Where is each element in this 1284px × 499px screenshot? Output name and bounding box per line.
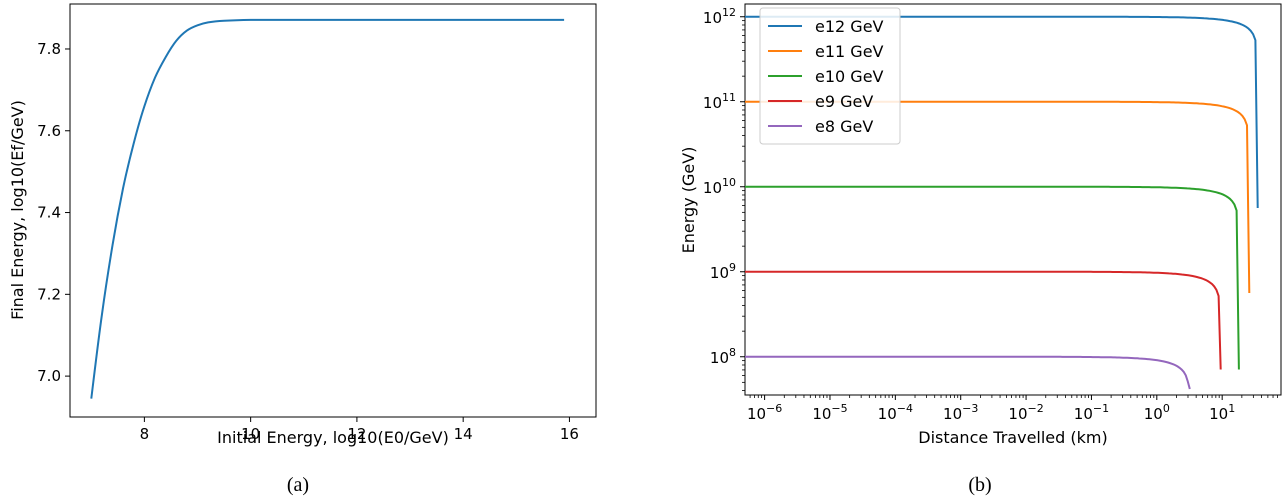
y-tick-label-a: 7.0 bbox=[37, 367, 61, 385]
x-tick-label-b: 10−5 bbox=[812, 402, 847, 423]
x-tick-label-a: 10 bbox=[241, 425, 260, 443]
x-tick-label-b: 10−3 bbox=[943, 402, 978, 423]
legend-label: e10 GeV bbox=[815, 67, 884, 86]
x-tick-label-a: 14 bbox=[454, 425, 473, 443]
x-tick-label-b: 10−2 bbox=[1008, 402, 1043, 423]
y-tick-label-a: 7.6 bbox=[37, 122, 61, 140]
x-tick-label-a: 12 bbox=[347, 425, 366, 443]
x-tick-label-b: 10−6 bbox=[747, 402, 782, 423]
x-tick-label-a: 16 bbox=[560, 425, 579, 443]
y-tick-label-a: 7.4 bbox=[37, 204, 61, 222]
x-tick-label-b: 101 bbox=[1209, 402, 1235, 423]
y-tick-label-b: 108 bbox=[710, 346, 736, 367]
x-axis-label-b: Distance Travelled (km) bbox=[918, 428, 1107, 447]
series-line-e9-gev bbox=[745, 270, 1222, 370]
legend-box bbox=[759, 7, 901, 145]
panel-a: 8 10 12 14 16 7.0 7.2 7.4 7.6 7.8 Initial Energy… bbox=[8, 3, 597, 496]
panel-b: 10−6 10−5 10−4 10−3 10−2 10−1 100 101 108 109 101… bbox=[679, 3, 1282, 496]
legend-label: e11 GeV bbox=[815, 42, 884, 61]
y-tick-label-a: 7.2 bbox=[37, 285, 61, 303]
y-ticks-a: 7.0 7.2 7.4 7.6 7.8 bbox=[37, 40, 70, 385]
x-ticks-a: 8 10 12 14 16 bbox=[140, 417, 579, 443]
y-tick-label-a: 7.8 bbox=[37, 40, 61, 58]
y-axis-label-b: Energy (GeV) bbox=[679, 147, 698, 254]
plot-frame-b bbox=[744, 3, 1282, 396]
caption-a: (a) bbox=[287, 474, 309, 496]
y-tick-label-b: 109 bbox=[710, 261, 736, 282]
y-ticks-b: 108 109 1010 1011 1012 bbox=[703, 6, 745, 391]
legend-label: e8 GeV bbox=[815, 117, 873, 136]
x-tick-label-b: 10−1 bbox=[1074, 402, 1109, 423]
series-line-e10-gev bbox=[745, 185, 1240, 370]
x-axis-label-a: Initial Energy, log10(E0/GeV) bbox=[217, 428, 449, 447]
series-line-e8-gev bbox=[745, 355, 1191, 390]
y-tick-label-b: 1012 bbox=[703, 6, 736, 27]
x-ticks-b: 10−6 10−5 10−4 10−3 10−2 10−1 100 101 bbox=[747, 395, 1278, 423]
y-tick-label-b: 1010 bbox=[703, 176, 736, 197]
legend-label: e12 GeV bbox=[815, 17, 884, 36]
legend-label: e9 GeV bbox=[815, 92, 873, 111]
x-tick-label-b: 100 bbox=[1144, 402, 1170, 423]
caption-b: (b) bbox=[968, 474, 991, 496]
x-tick-label-a: 8 bbox=[140, 425, 150, 443]
x-tick-label-b: 10−4 bbox=[878, 402, 913, 423]
legend-b: e12 GeV e11 GeV e10 GeV e9 GeV e8 GeV bbox=[759, 7, 901, 145]
y-tick-label-b: 1011 bbox=[703, 91, 736, 112]
plot-frame-a bbox=[69, 3, 597, 418]
y-axis-label-a: Final Energy, log10(Ef/GeV) bbox=[8, 100, 27, 320]
series-line-a bbox=[90, 18, 565, 399]
